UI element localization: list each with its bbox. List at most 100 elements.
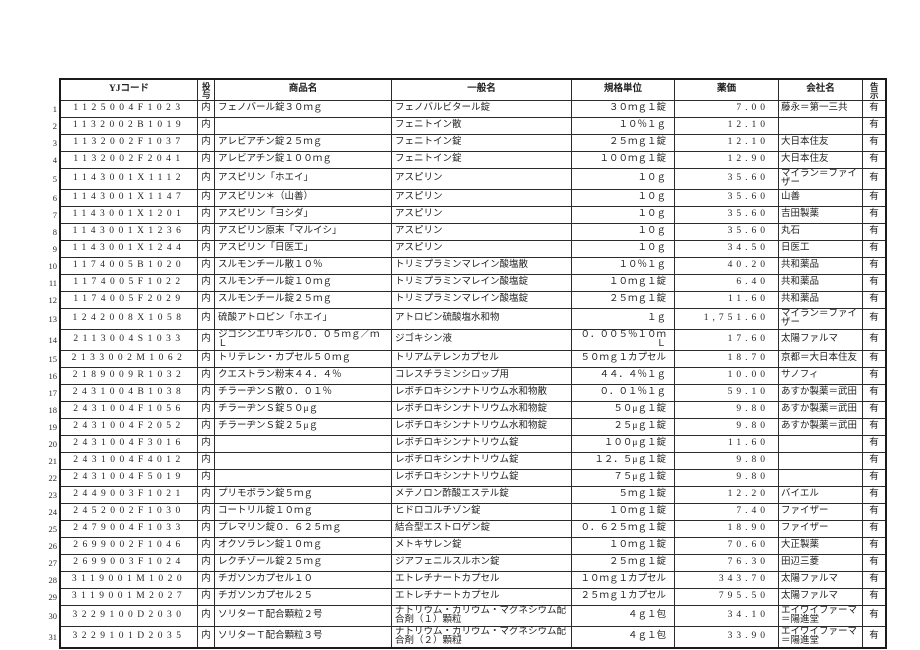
route-cell-text: 内 bbox=[201, 334, 211, 345]
generic-name-cell: フェニトイン散 bbox=[391, 118, 571, 134]
unit-cell-text: １０ｍｇ１錠 bbox=[608, 540, 666, 551]
notice-cell: 有 bbox=[862, 258, 885, 274]
yj-code-cell: 2699003F1024 bbox=[61, 555, 197, 571]
yj-code-cell: 1174005F2029 bbox=[61, 292, 197, 308]
brand-name-cell-text: フェノバール錠３０ｍｇ bbox=[218, 103, 323, 114]
company-cell bbox=[778, 118, 862, 134]
unit-cell: ３０ｍｇ１錠 bbox=[571, 101, 674, 117]
notice-cell-text: 有 bbox=[869, 243, 879, 254]
yj-code-cell: 2699002F1046 bbox=[61, 538, 197, 554]
company-cell bbox=[778, 436, 862, 452]
brand-name-cell-text: ジゴシンエリキシル０．０５ｍｇ／ｍＬ bbox=[218, 330, 380, 349]
yj-code-cell: 1143001X1244 bbox=[61, 241, 197, 257]
route-cell: 内 bbox=[197, 258, 214, 274]
notice-cell: 有 bbox=[862, 487, 885, 503]
row-number: 6 bbox=[52, 192, 57, 203]
yj-code-cell: 1174005F1022 bbox=[61, 275, 197, 291]
notice-cell-text: 有 bbox=[869, 574, 879, 585]
yj-code-cell: 3119001M1020 bbox=[61, 572, 197, 588]
brand-name-cell-text: 硫酸アトロピン「ホエイ」 bbox=[218, 313, 333, 324]
route-cell-text: 内 bbox=[201, 610, 211, 621]
route-cell-text: 内 bbox=[201, 313, 211, 324]
notice-cell: 有 bbox=[862, 101, 885, 117]
generic-name-cell-text: レボチロキシンナトリウム錠 bbox=[395, 438, 519, 449]
unit-cell-text: ２５ｍｇ１カプセル bbox=[580, 591, 666, 602]
price-cell-text: 7.00 bbox=[736, 103, 769, 114]
company-cell-text: 共和薬品 bbox=[781, 277, 820, 288]
yj-code-cell-text: 2449003F1021 bbox=[73, 489, 185, 500]
company-cell: 大日本住友 bbox=[778, 152, 862, 168]
notice-cell-text: 有 bbox=[869, 631, 879, 642]
price-cell-text: 9.80 bbox=[736, 421, 769, 432]
generic-name-cell-text: フェニトイン錠 bbox=[395, 154, 462, 165]
price-cell-text: 6.40 bbox=[736, 277, 769, 288]
table-row: 21 2431004F4012 内 レボチロキシンナトリウム錠 １２．５μｇ１錠 9.80… bbox=[49, 452, 885, 469]
yj-code-cell: 3229101D2035 bbox=[61, 627, 197, 647]
route-cell: 内 bbox=[197, 368, 214, 384]
price-cell: 7.40 bbox=[674, 504, 778, 520]
brand-name-cell-text: アスピリン＊（山善） bbox=[218, 192, 314, 203]
price-cell: 1,751.60 bbox=[674, 309, 778, 329]
brand-name-cell: コートリル錠１０ｍｇ bbox=[214, 504, 391, 520]
brand-name-cell-text: アレビアチン錠１００ｍｇ bbox=[218, 154, 332, 165]
route-cell-text: 内 bbox=[201, 226, 211, 237]
header-company: 会社名 bbox=[778, 80, 862, 100]
company-cell-text: 日医工 bbox=[781, 243, 810, 254]
row-number: 17 bbox=[48, 387, 58, 398]
company-cell bbox=[778, 453, 862, 469]
brand-name-cell: 硫酸アトロピン「ホエイ」 bbox=[214, 309, 391, 329]
company-cell-text: 吉田製薬 bbox=[781, 209, 820, 220]
unit-cell: １０ｍｇ１錠 bbox=[571, 538, 674, 554]
unit-cell-text: １０ｇ bbox=[637, 243, 666, 254]
brand-name-cell-text: スルモンチール散１０％ bbox=[218, 260, 323, 271]
yj-code-cell-text: 1143001X1201 bbox=[72, 209, 186, 220]
generic-name-cell-text: メテノロン酢酸エステル錠 bbox=[395, 489, 509, 500]
notice-cell: 有 bbox=[862, 419, 885, 435]
brand-name-cell: アレビアチン錠２５ｍｇ bbox=[214, 135, 391, 151]
notice-cell: 有 bbox=[862, 207, 885, 223]
notice-cell: 有 bbox=[862, 275, 885, 291]
generic-name-cell: エトレチナートカプセル bbox=[391, 572, 571, 588]
yj-code-cell-text: 1242008X1058 bbox=[72, 313, 186, 324]
generic-name-cell-text: アスピリン bbox=[395, 192, 443, 203]
route-cell-text: 内 bbox=[201, 438, 211, 449]
generic-name-cell: 結合型エストロゲン錠 bbox=[391, 521, 571, 537]
price-cell-text: 40.20 bbox=[727, 260, 769, 271]
notice-cell-text: 有 bbox=[869, 438, 879, 449]
generic-name-cell: トリミプラミンマレイン酸塩錠 bbox=[391, 292, 571, 308]
company-cell: エイワイファーマ＝陽進堂 bbox=[778, 606, 862, 626]
generic-name-cell-text: フェノバルビタール錠 bbox=[395, 103, 491, 114]
company-cell: 田辺三菱 bbox=[778, 555, 862, 571]
unit-cell-text: １０ｇ bbox=[637, 173, 666, 184]
company-cell: マイラン＝ファイザー bbox=[778, 309, 862, 329]
unit-cell-text: １０ｇ bbox=[637, 192, 666, 203]
route-cell: 内 bbox=[197, 101, 214, 117]
unit-cell: ７５μｇ１錠 bbox=[571, 470, 674, 486]
unit-cell: １０％１ｇ bbox=[571, 258, 674, 274]
route-cell-text: 内 bbox=[201, 557, 211, 568]
generic-name-cell-text: エトレチナートカプセル bbox=[395, 574, 500, 585]
notice-cell-text: 有 bbox=[869, 353, 879, 364]
route-cell-text: 内 bbox=[201, 506, 211, 517]
yj-code-cell: 3229100D2030 bbox=[61, 606, 197, 626]
unit-cell: ０．６２５ｍｇ１錠 bbox=[571, 521, 674, 537]
yj-code-cell: 2113004S1033 bbox=[61, 330, 197, 350]
generic-name-cell-text: ナトリウム・カリウム・マグネシウム配合剤（２）顆粒 bbox=[395, 627, 567, 646]
notice-cell: 有 bbox=[862, 169, 885, 189]
notice-cell-text: 有 bbox=[869, 192, 879, 203]
price-cell-text: 34.50 bbox=[727, 243, 769, 254]
generic-name-cell: レボチロキシンナトリウム水和物錠 bbox=[391, 402, 571, 418]
price-cell-text: 18.90 bbox=[727, 523, 769, 534]
price-cell-text: 9.80 bbox=[736, 455, 769, 466]
company-cell-text: あすか製薬＝武田 bbox=[781, 421, 858, 432]
company-cell: ファイザー bbox=[778, 504, 862, 520]
unit-cell-text: １０ｍｇ１錠 bbox=[608, 277, 666, 288]
company-cell-text: 田辺三菱 bbox=[781, 557, 820, 568]
price-cell-text: 12.20 bbox=[727, 489, 769, 500]
brand-name-cell: アスピリン「日医工」 bbox=[214, 241, 391, 257]
route-cell-text: 内 bbox=[201, 591, 211, 602]
company-cell: 丸石 bbox=[778, 224, 862, 240]
notice-cell-text: 有 bbox=[869, 591, 879, 602]
route-cell: 内 bbox=[197, 589, 214, 605]
price-cell: 795.50 bbox=[674, 589, 778, 605]
